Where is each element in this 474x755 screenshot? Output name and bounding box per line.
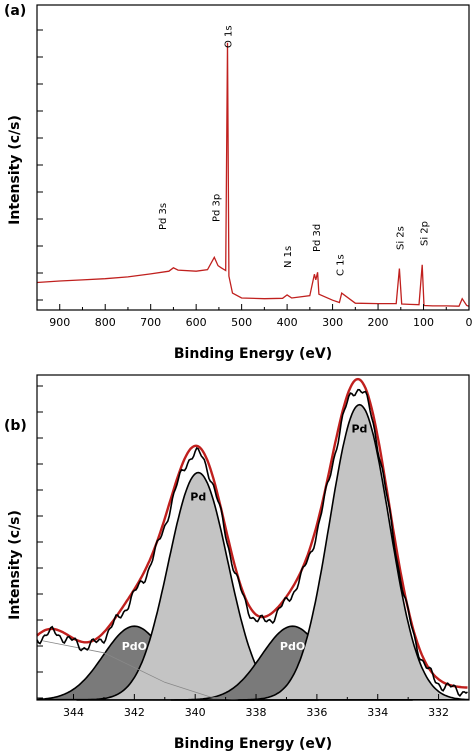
panel-a-y-axis-title: Intensity (c/s) (7, 115, 23, 225)
component-label: PdO (122, 640, 147, 653)
panel-a-x-axis-title: Binding Energy (eV) (174, 346, 332, 362)
peak-annotation: Pd 3s (158, 203, 169, 230)
peak-annotation: Pd 3p (212, 194, 223, 222)
x-tick-label: 400 (277, 316, 298, 329)
peak-annotation: Si 2p (420, 221, 431, 246)
peak-annotation: N 1s (283, 246, 294, 268)
x-tick-label: 800 (95, 316, 116, 329)
x-tick-label: 344 (63, 706, 84, 719)
panel-b-frame (36, 374, 470, 701)
panel-a-plot-area: O 1s Pd 3s Pd 3p N 1s Pd 3d C 1s Si 2s Si 2p 90… (36, 4, 473, 329)
fit-envelope-line (36, 388, 468, 697)
panel-b-y-axis-title: Intensity (c/s) (7, 510, 23, 620)
component-label: Pd (352, 423, 368, 436)
panel-b: (b) Intensity (c/s) PdO Pd PdO Pd 344 342 340… (4, 374, 470, 752)
panel-a-frame (36, 4, 470, 311)
component-label: PdO (280, 640, 305, 653)
x-tick-label: 332 (428, 706, 449, 719)
x-tick-label: 334 (367, 706, 388, 719)
peak-annotation: Pd 3d (312, 224, 323, 252)
fitted-component-peak (237, 403, 470, 701)
x-tick-label: 100 (413, 316, 434, 329)
panel-a-label: (a) (4, 3, 26, 19)
x-tick-label: 200 (368, 316, 389, 329)
x-tick-label: 600 (186, 316, 207, 329)
survey-spectrum-line (36, 42, 470, 307)
peak-annotation: O 1s (224, 25, 235, 48)
x-tick-label: 900 (49, 316, 70, 329)
component-label: Pd (190, 491, 206, 504)
peak-annotation: Si 2s (395, 226, 406, 250)
x-tick-label: 700 (140, 316, 161, 329)
x-tick-label: 340 (185, 706, 206, 719)
x-tick-label: 500 (231, 316, 252, 329)
x-tick-label: 300 (322, 316, 343, 329)
panel-b-label: (b) (4, 418, 27, 434)
peak-annotation: C 1s (335, 254, 346, 276)
x-tick-label: 336 (306, 706, 327, 719)
x-tick-label: 0 (466, 316, 473, 329)
experimental-spectrum-line (36, 377, 468, 689)
panel-a: (a) Intensity (c/s) O 1s Pd 3s Pd 3p N 1s Pd… (4, 3, 473, 362)
x-tick-label: 338 (246, 706, 267, 719)
panel-b-x-axis-title: Binding Energy (eV) (174, 736, 332, 752)
panel-b-plot-area: PdO Pd PdO Pd 344 342 340 338 336 334 332 (36, 374, 470, 719)
x-tick-label: 342 (124, 706, 145, 719)
